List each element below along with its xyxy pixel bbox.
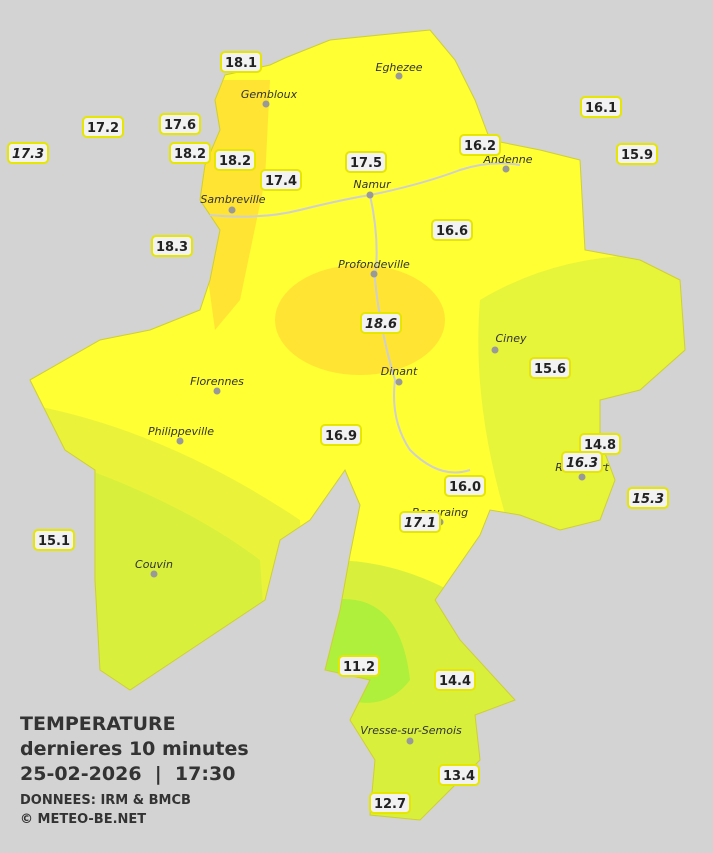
station-box bbox=[616, 143, 658, 165]
city-label: Andenne bbox=[483, 153, 533, 166]
station-box bbox=[369, 792, 411, 814]
station-value: 15.3 bbox=[632, 492, 664, 507]
station-value: 16.3 bbox=[566, 456, 598, 471]
station-value: 18.6 bbox=[365, 317, 397, 332]
city-label: Ciney bbox=[496, 332, 527, 345]
station-value: 12.7 bbox=[374, 797, 406, 812]
station-box bbox=[33, 529, 75, 551]
station-value: 16.1 bbox=[585, 101, 617, 116]
station-value: 11.2 bbox=[343, 660, 375, 675]
city-dot bbox=[228, 206, 236, 214]
city-dot bbox=[262, 100, 270, 108]
station-box bbox=[434, 669, 476, 691]
city-dot bbox=[395, 378, 403, 386]
station-box bbox=[444, 475, 486, 497]
city-label: Eghezee bbox=[376, 61, 423, 74]
station-box bbox=[159, 113, 201, 135]
city-dot bbox=[578, 473, 586, 481]
city-dot bbox=[395, 72, 403, 80]
station-value: 16.0 bbox=[449, 480, 481, 495]
station-value: 14.4 bbox=[439, 674, 471, 689]
station-box bbox=[360, 312, 402, 334]
station-value: 14.8 bbox=[584, 438, 616, 453]
station-value: 17.5 bbox=[350, 156, 382, 171]
city-dot bbox=[502, 165, 510, 173]
legend: TEMPERATURE dernieres 10 minutes 25-02-2… bbox=[20, 713, 249, 827]
station-value: 16.2 bbox=[464, 139, 496, 154]
city-dot bbox=[366, 191, 374, 199]
station-box bbox=[320, 424, 362, 446]
city-dot bbox=[150, 570, 158, 578]
station-box bbox=[260, 169, 302, 191]
station-value: 17.2 bbox=[87, 121, 119, 136]
city-label: Sambreville bbox=[200, 193, 265, 206]
city-dot bbox=[370, 270, 378, 278]
city-label: Couvin bbox=[135, 558, 173, 571]
station-value: 15.9 bbox=[621, 148, 653, 163]
station-value: 18.1 bbox=[225, 56, 257, 71]
legend-source: DONNEES: IRM & BMCB bbox=[20, 793, 191, 808]
station-box bbox=[151, 235, 193, 257]
legend-copyright: © METEO-BE.NET bbox=[20, 812, 146, 827]
city-label: Gembloux bbox=[241, 88, 298, 101]
station-box bbox=[220, 51, 262, 73]
city-dot bbox=[213, 387, 221, 395]
city-label: Philippeville bbox=[148, 425, 214, 438]
station-box bbox=[627, 487, 669, 509]
station-box bbox=[529, 357, 571, 379]
city-label: Vresse-sur-Semois bbox=[360, 724, 462, 737]
station-value: 18.2 bbox=[219, 154, 251, 169]
station-box bbox=[169, 142, 211, 164]
legend-datetime: 25-02-2026 | 17:30 bbox=[20, 763, 235, 785]
city-label: Profondeville bbox=[338, 258, 410, 271]
station-box bbox=[399, 511, 441, 533]
station-value: 18.3 bbox=[156, 240, 188, 255]
station-value: 15.1 bbox=[38, 534, 70, 549]
station-value: 17.6 bbox=[164, 118, 196, 133]
station-box bbox=[7, 142, 49, 164]
legend-title: TEMPERATURE bbox=[20, 713, 176, 735]
station-box bbox=[431, 219, 473, 241]
station-box bbox=[438, 764, 480, 786]
river bbox=[369, 194, 471, 474]
station-value: 13.4 bbox=[443, 769, 475, 784]
station-value: 17.1 bbox=[404, 516, 436, 531]
city-label: Florennes bbox=[190, 375, 244, 388]
station-value: 15.6 bbox=[534, 362, 566, 377]
legend-subtitle: dernieres 10 minutes bbox=[20, 738, 249, 760]
station-value: 18.2 bbox=[174, 147, 206, 162]
station-box bbox=[338, 655, 380, 677]
station-value: 17.3 bbox=[12, 147, 44, 162]
station-box bbox=[345, 151, 387, 173]
station-box bbox=[214, 149, 256, 171]
station-value: 16.6 bbox=[436, 224, 468, 239]
station-box bbox=[580, 96, 622, 118]
city-label: Namur bbox=[353, 178, 392, 191]
city-dot bbox=[406, 737, 414, 745]
station-value: 16.9 bbox=[325, 429, 357, 444]
city-dot bbox=[491, 346, 499, 354]
station-box bbox=[561, 451, 603, 473]
station-box bbox=[82, 116, 124, 138]
station-value: 17.4 bbox=[265, 174, 297, 189]
city-label: Dinant bbox=[381, 365, 418, 378]
city-dot bbox=[176, 437, 184, 445]
station-box bbox=[459, 134, 501, 156]
